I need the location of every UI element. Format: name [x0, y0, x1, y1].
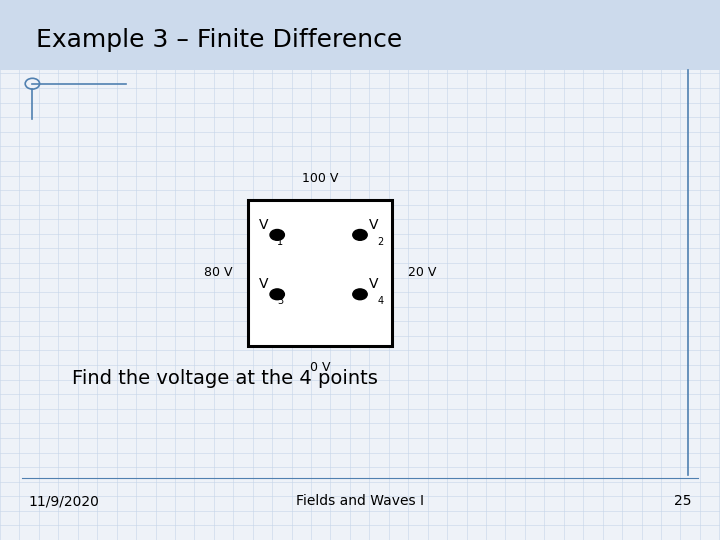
Text: 1: 1 — [277, 237, 284, 247]
Text: Example 3 – Finite Difference: Example 3 – Finite Difference — [36, 29, 402, 52]
Text: 0 V: 0 V — [310, 361, 330, 374]
Text: V: V — [259, 277, 269, 291]
Text: V: V — [369, 277, 378, 291]
Text: 4: 4 — [377, 296, 384, 307]
Text: 100 V: 100 V — [302, 172, 338, 185]
Text: Fields and Waves I: Fields and Waves I — [296, 494, 424, 508]
Text: Find the voltage at the 4 points: Find the voltage at the 4 points — [72, 368, 378, 388]
Circle shape — [353, 289, 367, 300]
Text: V: V — [259, 218, 269, 232]
Text: V: V — [369, 218, 378, 232]
Bar — [0, 0, 720, 70]
Text: 11/9/2020: 11/9/2020 — [29, 494, 99, 508]
Text: 3: 3 — [277, 296, 284, 307]
Bar — [248, 200, 392, 346]
Circle shape — [270, 230, 284, 240]
Circle shape — [353, 230, 367, 240]
Text: 2: 2 — [377, 237, 384, 247]
Circle shape — [270, 289, 284, 300]
Text: 80 V: 80 V — [204, 266, 233, 279]
Text: 25: 25 — [674, 494, 691, 508]
Text: 20 V: 20 V — [408, 266, 436, 279]
